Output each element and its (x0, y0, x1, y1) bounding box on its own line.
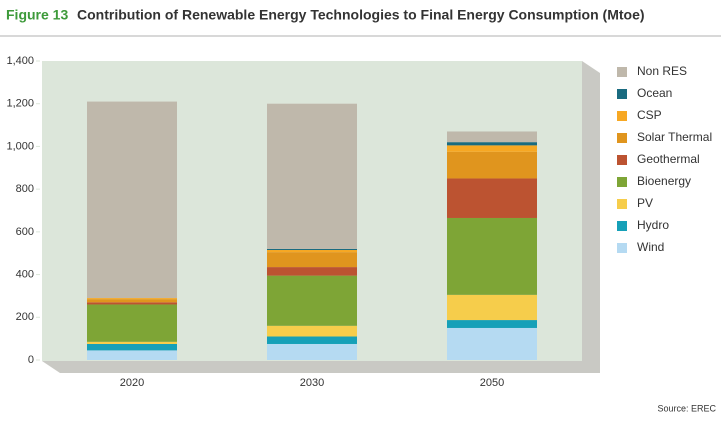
bar-segment (267, 343, 357, 360)
source: Source: EREC (657, 403, 716, 413)
legend-label: Ocean (637, 86, 672, 100)
x-tick-label: 2050 (480, 377, 504, 389)
legend-label: Bioenergy (637, 174, 691, 188)
bar-segment (267, 250, 357, 253)
bar-segment (87, 341, 177, 344)
bar-segment (447, 294, 537, 321)
bar-segment (447, 217, 537, 295)
bar-segment (267, 103, 357, 249)
bar-segment (447, 327, 537, 360)
y-tick-label: 600 (16, 226, 34, 238)
legend-label: Non RES (637, 64, 687, 78)
bar-segment (267, 267, 357, 276)
legend-swatch (617, 155, 627, 165)
x-tick-label: 2020 (120, 377, 144, 389)
figure-label: Figure 13 (6, 7, 68, 23)
legend-swatch (617, 199, 627, 209)
legend-label: PV (637, 196, 653, 210)
bar-segment (267, 275, 357, 326)
legend-label: Solar Thermal (637, 130, 712, 144)
legend-label: Geothermal (637, 152, 700, 166)
y-tick-label: 0 (28, 354, 34, 366)
legend-label: CSP (637, 108, 662, 122)
chart-title: Contribution of Renewable Energy Technol… (77, 7, 645, 23)
y-tick-label: 1,400 (6, 55, 34, 67)
bar-segment (267, 325, 357, 337)
y-tick-label: 1,200 (6, 98, 34, 110)
bar-segment (447, 151, 537, 179)
legend-swatch (617, 243, 627, 253)
y-tick-label: 800 (16, 183, 34, 195)
bar-segment (87, 298, 177, 300)
bar-segment (87, 304, 177, 342)
y-tick-label: 1,000 (6, 140, 34, 152)
bar-segment (447, 145, 537, 152)
legend-swatch (617, 89, 627, 99)
legend-swatch (617, 111, 627, 121)
bar-segment (87, 302, 177, 305)
y-tick-label: 200 (16, 311, 34, 323)
bar-segment (267, 248, 357, 251)
bar-segment (447, 320, 537, 328)
bar-segment (87, 101, 177, 299)
y-tick-label: 400 (16, 268, 34, 280)
legend-swatch (617, 177, 627, 187)
legend-label: Hydro (637, 218, 669, 232)
legend-label: Wind (637, 240, 664, 254)
legend-swatch (617, 221, 627, 231)
bar-segment (267, 252, 357, 268)
legend-swatch (617, 133, 627, 143)
bar-segment (87, 343, 177, 351)
bar-segment (447, 131, 537, 143)
bar-segment (267, 336, 357, 344)
bar-segment (87, 350, 177, 360)
x-tick-label: 2030 (300, 377, 324, 389)
bar-segment (447, 178, 537, 218)
bar-segment (87, 299, 177, 303)
bar-segment (447, 142, 537, 146)
legend-swatch (617, 67, 627, 77)
